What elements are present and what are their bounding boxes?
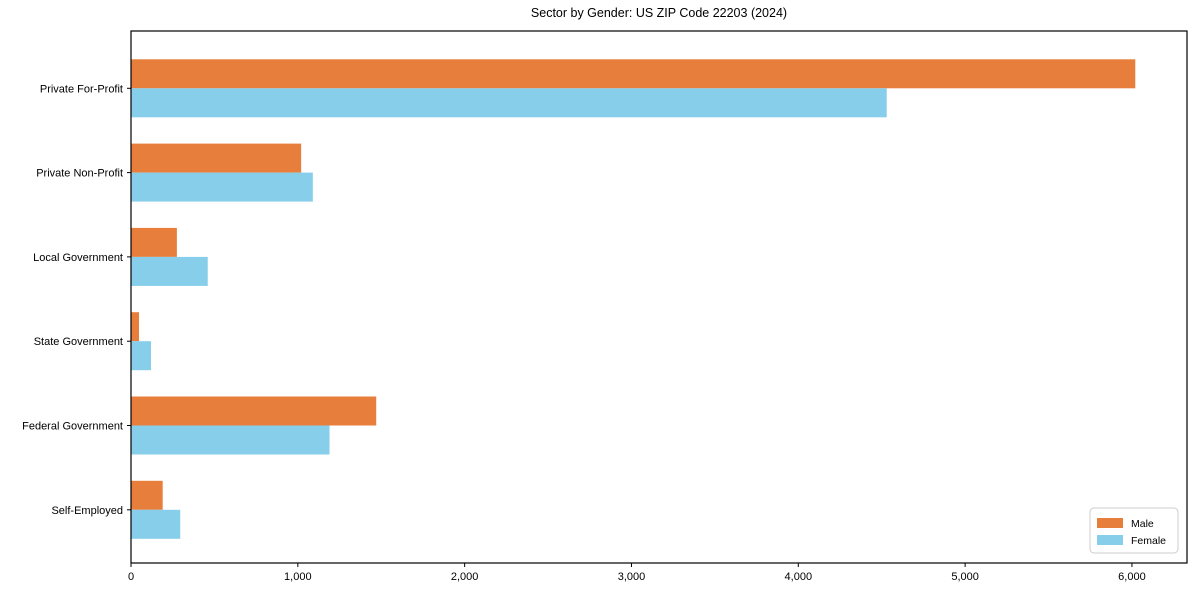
x-axis-tick-label: 6,000 (1118, 571, 1146, 583)
legend-label-male: Male (1131, 518, 1154, 530)
x-axis-tick-label: 2,000 (451, 571, 479, 583)
y-axis-label-private-non-profit: Private Non-Profit (36, 168, 123, 180)
y-axis-label-self-employed: Self-Employed (51, 505, 123, 517)
bar-male-federal-government (131, 396, 377, 426)
x-axis-tick-label: 1,000 (284, 571, 312, 583)
bar-female-private-for-profit (131, 88, 887, 118)
x-axis-tick-label: 4,000 (785, 571, 813, 583)
y-axis-label-state-government: State Government (34, 336, 123, 348)
bar-male-self-employed (131, 480, 163, 510)
bar-female-state-government (131, 341, 152, 371)
legend-label-female: Female (1131, 535, 1166, 547)
bar-female-self-employed (131, 509, 181, 539)
y-axis-label-federal-government: Federal Government (22, 421, 123, 433)
chart-title: Sector by Gender: US ZIP Code 22203 (202… (530, 6, 788, 20)
x-axis-tick-label: 3,000 (618, 571, 646, 583)
plot-border (130, 30, 1188, 564)
bar-male-private-non-profit (131, 143, 302, 173)
legend-swatch-female (1097, 535, 1123, 545)
bar-male-private-for-profit (131, 59, 1136, 89)
bar-male-local-government (131, 227, 177, 257)
y-axis-label-local-government: Local Government (33, 252, 123, 264)
bar-female-federal-government (131, 425, 330, 455)
legend-swatch-male (1097, 518, 1123, 528)
bar-male-state-government (131, 312, 140, 342)
x-axis-tick-label: 5,000 (951, 571, 979, 583)
y-axis-label-private-for-profit: Private For-Profit (40, 83, 123, 95)
x-axis-tick-label: 0 (128, 571, 134, 583)
bar-female-private-non-profit (131, 172, 313, 202)
bar-female-local-government (131, 256, 208, 286)
